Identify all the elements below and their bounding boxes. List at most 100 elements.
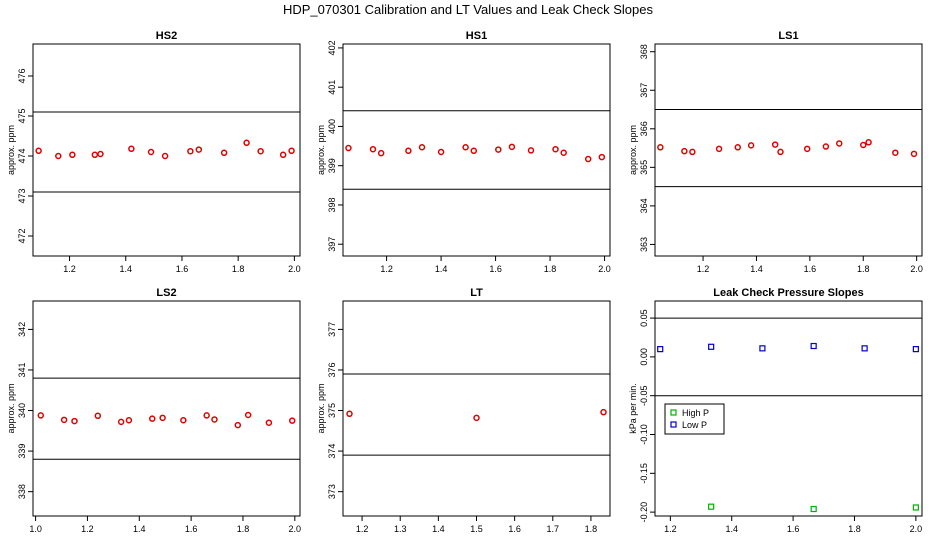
x-tick-label: 2.0 xyxy=(288,264,301,274)
data-point xyxy=(69,151,76,159)
data-point xyxy=(187,147,194,155)
data-point xyxy=(860,141,867,149)
y-tick-label: 364 xyxy=(639,198,649,213)
y-tick-label: 341 xyxy=(17,362,27,377)
x-tick-label: 1.8 xyxy=(237,524,250,534)
y-tick-label: 473 xyxy=(17,188,27,203)
panel-1: HS2 approx. ppm 1.2 1.4 1.6 1.8 2.0 472 473 474 47… xyxy=(6,30,301,274)
data-point xyxy=(527,147,535,154)
data-point xyxy=(377,149,385,157)
panel-4: LS2 approx. ppm 1.0 1.2 1.4 1.6 1.8 2.0 338 339 34… xyxy=(6,287,301,534)
data-point xyxy=(708,343,715,350)
panel-2: HS1 approx. ppm 1.2 1.4 1.6 1.8 2.0 397 398 399 40… xyxy=(316,30,611,274)
plot-frame xyxy=(32,300,301,517)
data-point xyxy=(470,147,478,155)
y-tick-label: 397 xyxy=(327,237,337,252)
y-tick-label: 342 xyxy=(17,322,27,337)
y-tick-label: 400 xyxy=(327,119,337,134)
data-point xyxy=(777,148,784,156)
data-point xyxy=(405,147,412,155)
data-point xyxy=(560,149,567,156)
data-point xyxy=(810,505,817,513)
y-tick-label: -0.20 xyxy=(639,502,649,523)
data-point xyxy=(584,155,592,163)
data-point xyxy=(810,342,817,350)
data-point xyxy=(747,142,755,149)
panel-title: HS2 xyxy=(156,30,177,42)
data-point xyxy=(97,150,104,158)
y-tick-label: 367 xyxy=(639,83,649,98)
plot-frame xyxy=(654,300,923,517)
y-tick-label: 398 xyxy=(327,197,337,212)
legend-label: Low P xyxy=(682,420,707,430)
y-axis-label: approx. ppm xyxy=(628,125,638,175)
x-tick-label: 1.7 xyxy=(547,524,560,534)
data-point xyxy=(912,346,919,353)
data-point xyxy=(759,345,766,352)
data-point xyxy=(708,503,715,510)
data-point xyxy=(71,417,78,425)
data-point xyxy=(288,417,296,424)
data-point xyxy=(892,149,899,156)
data-point xyxy=(91,151,99,159)
data-point xyxy=(35,147,42,155)
x-tick-label: 1.0 xyxy=(29,524,42,534)
data-point xyxy=(220,149,228,157)
y-tick-label: 472 xyxy=(17,228,27,243)
data-point xyxy=(715,145,723,153)
data-point xyxy=(159,414,166,422)
x-tick-label: 1.6 xyxy=(185,524,198,534)
panel-title: LS2 xyxy=(156,287,176,299)
data-point xyxy=(910,150,918,158)
x-tick-label: 1.4 xyxy=(119,264,132,274)
data-point xyxy=(257,147,264,155)
x-tick-label: 1.3 xyxy=(394,524,407,534)
data-point xyxy=(734,144,742,151)
data-point xyxy=(288,147,295,155)
y-tick-label: 368 xyxy=(639,44,649,59)
data-point xyxy=(437,148,445,156)
y-tick-label: -0.10 xyxy=(639,424,649,445)
legend-box xyxy=(664,403,725,435)
data-point xyxy=(147,148,155,156)
y-tick-label: 476 xyxy=(17,68,27,83)
x-tick-label: 2.0 xyxy=(910,524,923,534)
plot-frame xyxy=(342,43,611,257)
data-point xyxy=(681,147,688,155)
y-tick-label: 363 xyxy=(639,237,649,252)
data-point xyxy=(37,412,45,419)
data-point xyxy=(861,345,868,352)
x-tick-label: 2.0 xyxy=(910,264,923,274)
y-tick-label: 365 xyxy=(639,160,649,175)
y-tick-label: 375 xyxy=(327,403,337,418)
data-point xyxy=(689,148,696,156)
data-point xyxy=(771,141,779,148)
data-point xyxy=(55,152,62,160)
y-axis-label: approx. ppm xyxy=(316,125,326,175)
data-point xyxy=(244,411,252,419)
data-point xyxy=(195,146,203,153)
data-point xyxy=(94,412,102,420)
data-point xyxy=(279,151,287,159)
data-point xyxy=(418,144,426,151)
x-tick-label: 1.4 xyxy=(133,524,146,534)
data-point xyxy=(600,408,607,416)
y-axis-label: approx. ppm xyxy=(316,383,326,433)
legend-label: High P xyxy=(682,408,709,418)
data-point xyxy=(203,412,210,419)
data-point xyxy=(125,417,133,424)
y-tick-label: 366 xyxy=(639,121,649,136)
panel-5: LT approx. ppm 1.2 1.3 1.4 1.5 1.6 1.7 1.8 373 374… xyxy=(316,287,611,534)
y-tick-label: 474 xyxy=(17,148,27,163)
data-point xyxy=(473,414,480,422)
data-point xyxy=(508,143,516,151)
x-tick-label: 1.4 xyxy=(750,264,763,274)
y-tick-label: 338 xyxy=(17,484,27,499)
x-tick-label: 1.8 xyxy=(848,524,861,534)
x-tick-label: 2.0 xyxy=(598,264,611,274)
data-point xyxy=(234,421,242,429)
data-point xyxy=(148,415,156,422)
data-point xyxy=(822,143,830,150)
y-tick-label: 373 xyxy=(327,484,337,499)
y-tick-label: 340 xyxy=(17,403,27,418)
